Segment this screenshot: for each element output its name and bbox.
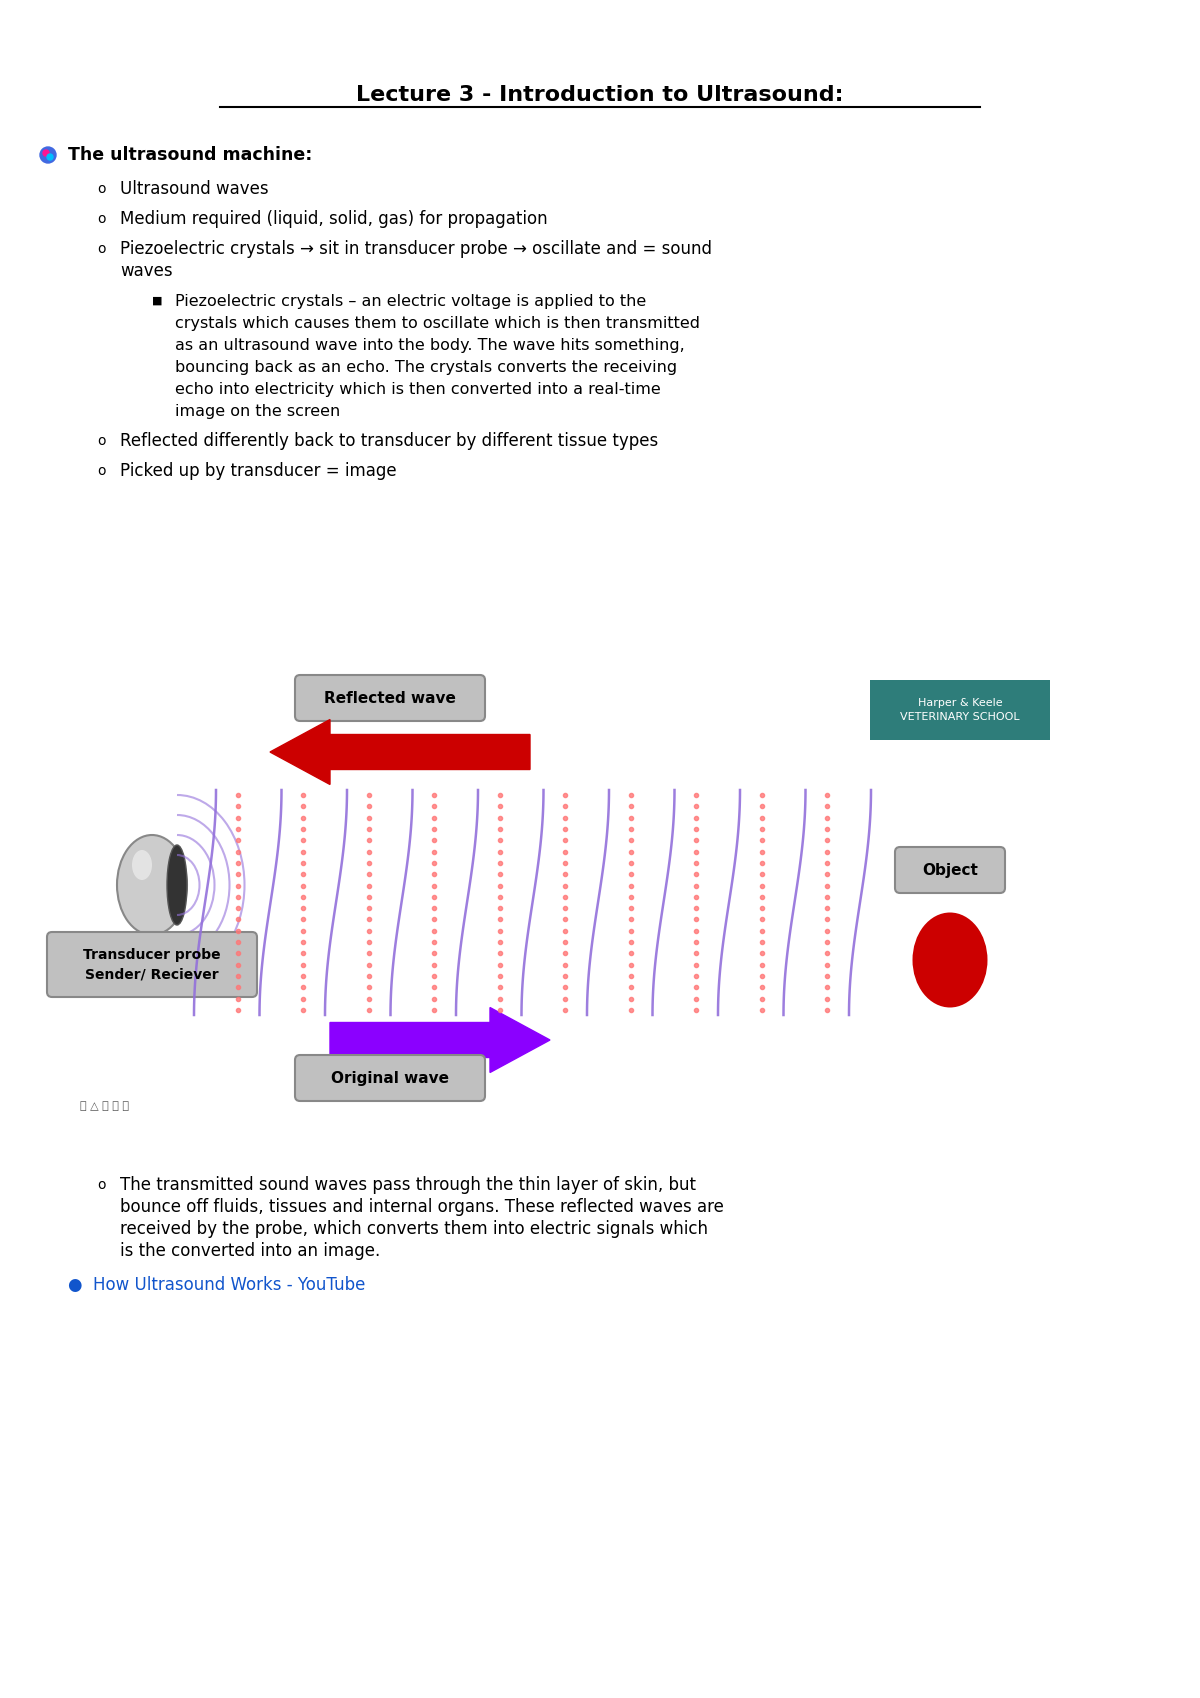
Circle shape bbox=[47, 155, 53, 160]
Text: Transducer probe
Sender/ Reciever: Transducer probe Sender/ Reciever bbox=[83, 947, 221, 981]
Text: bounce off fluids, tissues and internal organs. These reflected waves are: bounce off fluids, tissues and internal … bbox=[120, 1199, 724, 1216]
Text: ●  How Ultrasound Works - YouTube: ● How Ultrasound Works - YouTube bbox=[68, 1275, 365, 1294]
FancyBboxPatch shape bbox=[870, 679, 1050, 740]
Text: Piezoelectric crystals – an electric voltage is applied to the: Piezoelectric crystals – an electric vol… bbox=[175, 294, 647, 309]
Text: Object: Object bbox=[922, 863, 978, 878]
Text: Piezoelectric crystals → sit in transducer probe → oscillate and = sound: Piezoelectric crystals → sit in transduc… bbox=[120, 239, 712, 258]
Text: image on the screen: image on the screen bbox=[175, 404, 341, 418]
Text: 🏠 △ 📷 📷 🏠: 🏠 △ 📷 📷 🏠 bbox=[80, 1100, 130, 1110]
Text: Picked up by transducer = image: Picked up by transducer = image bbox=[120, 462, 397, 481]
Text: Original wave: Original wave bbox=[331, 1070, 449, 1085]
Text: o: o bbox=[97, 435, 107, 448]
Ellipse shape bbox=[132, 851, 152, 880]
Text: The ultrasound machine:: The ultrasound machine: bbox=[68, 146, 312, 165]
Text: bouncing back as an echo. The crystals converts the receiving: bouncing back as an echo. The crystals c… bbox=[175, 360, 677, 375]
Text: Lecture 3 - Introduction to Ultrasound:: Lecture 3 - Introduction to Ultrasound: bbox=[356, 85, 844, 105]
Text: is the converted into an image.: is the converted into an image. bbox=[120, 1241, 380, 1260]
Text: o: o bbox=[97, 243, 107, 256]
Circle shape bbox=[43, 149, 49, 156]
Text: Harper & Keele
VETERINARY SCHOOL: Harper & Keele VETERINARY SCHOOL bbox=[900, 698, 1020, 722]
FancyBboxPatch shape bbox=[895, 847, 1006, 893]
Text: waves: waves bbox=[120, 261, 173, 280]
Text: ■: ■ bbox=[151, 295, 162, 306]
Text: crystals which causes them to oscillate which is then transmitted: crystals which causes them to oscillate … bbox=[175, 316, 700, 331]
Ellipse shape bbox=[912, 912, 988, 1007]
Text: received by the probe, which converts them into electric signals which: received by the probe, which converts th… bbox=[120, 1219, 708, 1238]
Text: o: o bbox=[97, 182, 107, 195]
Text: The transmitted sound waves pass through the thin layer of skin, but: The transmitted sound waves pass through… bbox=[120, 1177, 696, 1194]
Text: Ultrasound waves: Ultrasound waves bbox=[120, 180, 269, 199]
FancyBboxPatch shape bbox=[295, 1054, 485, 1100]
Ellipse shape bbox=[118, 835, 187, 936]
Ellipse shape bbox=[167, 846, 187, 925]
Text: Reflected wave: Reflected wave bbox=[324, 691, 456, 705]
Text: echo into electricity which is then converted into a real-time: echo into electricity which is then conv… bbox=[175, 382, 661, 397]
Text: Medium required (liquid, solid, gas) for propagation: Medium required (liquid, solid, gas) for… bbox=[120, 211, 547, 228]
FancyArrow shape bbox=[330, 1007, 550, 1073]
Circle shape bbox=[40, 148, 56, 163]
Text: as an ultrasound wave into the body. The wave hits something,: as an ultrasound wave into the body. The… bbox=[175, 338, 685, 353]
Text: o: o bbox=[97, 1178, 107, 1192]
Text: o: o bbox=[97, 464, 107, 479]
FancyBboxPatch shape bbox=[295, 676, 485, 722]
Text: Reflected differently back to transducer by different tissue types: Reflected differently back to transducer… bbox=[120, 431, 659, 450]
FancyArrow shape bbox=[270, 720, 530, 784]
Text: o: o bbox=[97, 212, 107, 226]
FancyBboxPatch shape bbox=[47, 932, 257, 997]
